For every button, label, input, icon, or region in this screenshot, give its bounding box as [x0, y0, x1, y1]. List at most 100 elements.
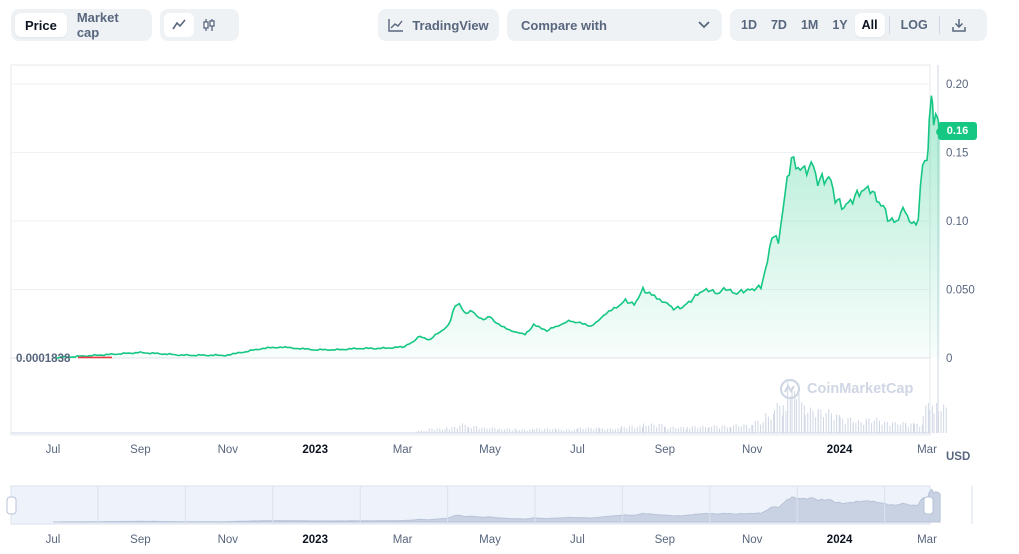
volume-bar	[554, 428, 556, 433]
volume-bar	[868, 418, 870, 433]
volume-bar	[494, 428, 496, 433]
volume-bar	[707, 428, 709, 433]
volume-bar	[822, 417, 824, 433]
volume-bar	[899, 424, 901, 433]
volume-bar	[489, 428, 491, 433]
log-scale-button[interactable]: LOG	[900, 18, 928, 32]
volume-bar	[552, 429, 554, 433]
tab-market-cap[interactable]: Market cap	[76, 10, 119, 40]
volume-bar	[483, 427, 485, 433]
volume-bar	[514, 428, 516, 433]
volume-bar	[415, 431, 417, 433]
volume-bar	[486, 428, 488, 433]
volume-bar	[491, 427, 493, 433]
volume-bar	[892, 423, 894, 433]
volume-bar	[933, 413, 935, 433]
volume-bar	[620, 428, 622, 433]
tab-price[interactable]: Price	[15, 13, 67, 37]
volume-bar	[863, 424, 865, 433]
volume-bar	[760, 424, 762, 433]
volume-bar	[825, 413, 827, 433]
x-tick-label: Jul	[570, 444, 585, 456]
volume-bar	[521, 429, 523, 433]
volume-bar	[672, 426, 674, 433]
x-tick-label: Mar	[393, 444, 413, 456]
volume-bar	[905, 423, 907, 433]
volume-bar	[544, 428, 546, 433]
volume-bar	[889, 425, 891, 433]
navigator-tick-label: Sep	[130, 534, 150, 546]
volume-bar	[607, 428, 609, 433]
volume-bar	[873, 420, 875, 433]
navigator-tick-label: Nov	[742, 534, 763, 546]
y-tick-label: 0	[946, 353, 952, 365]
volume-bar	[791, 387, 793, 433]
volume-bar	[876, 417, 878, 433]
volume-bar	[541, 430, 543, 433]
volume-bar	[751, 425, 753, 433]
volume-bar	[533, 429, 535, 433]
volume-bar	[656, 427, 658, 433]
x-tick-label: 2024	[827, 444, 853, 456]
volume-bar	[628, 426, 630, 433]
volume-bar	[580, 427, 582, 433]
volume-bar	[546, 428, 548, 433]
volume-bar	[833, 420, 835, 433]
volume-bar	[418, 430, 420, 433]
x-tick-label: Sep	[655, 444, 675, 456]
volume-bar	[724, 425, 726, 433]
volume-bar	[686, 426, 688, 433]
range-7d[interactable]: 7D	[770, 18, 787, 32]
volume-bar	[626, 428, 628, 433]
volume-bar	[506, 428, 508, 433]
compare-label: Compare with	[521, 17, 607, 33]
volume-bar	[894, 421, 896, 433]
current-price-label: 0.16	[938, 122, 977, 140]
volume-bar	[670, 427, 672, 433]
volume-bar	[830, 417, 832, 433]
tradingview-button[interactable]: TradingView	[378, 9, 499, 41]
volume-bar	[852, 424, 854, 433]
volume-bar	[531, 429, 533, 433]
volume-bar	[732, 425, 734, 433]
range-1d[interactable]: 1D	[741, 18, 757, 32]
volume-bar	[587, 427, 589, 433]
navigator-tick-label: 2024	[827, 534, 853, 546]
navigator-right-handle[interactable]	[923, 496, 934, 515]
volume-bar	[798, 393, 800, 433]
volume-bar	[757, 420, 759, 433]
volume-bar	[459, 425, 461, 433]
range-all[interactable]: All	[854, 13, 885, 37]
navigator-tick-label: Mar	[393, 534, 413, 546]
volume-bar	[945, 407, 947, 433]
volume-bar	[746, 424, 748, 433]
volume-bar	[705, 427, 707, 433]
x-tick-label: Jul	[46, 444, 61, 456]
volume-bar	[820, 409, 822, 433]
volume-bar	[481, 428, 483, 433]
volume-bar	[762, 422, 764, 433]
download-button[interactable]	[944, 13, 974, 37]
volume-bar	[524, 429, 526, 433]
volume-bar	[604, 430, 606, 433]
navigator-tick-label: Sep	[655, 534, 675, 546]
navigator-left-handle[interactable]	[6, 496, 17, 515]
volume-bar	[434, 430, 436, 433]
chart-type-toggle	[160, 9, 239, 41]
volume-bar	[431, 428, 433, 433]
volume-bar	[680, 426, 682, 433]
range-1y[interactable]: 1Y	[832, 18, 848, 32]
volume-bar	[420, 430, 422, 433]
volume-bar	[773, 413, 775, 433]
download-icon	[951, 19, 966, 32]
volume-bar	[441, 429, 443, 433]
line-chart-button[interactable]	[164, 13, 194, 37]
volume-bar	[675, 428, 677, 433]
candlestick-button[interactable]	[194, 13, 224, 37]
volume-bar	[943, 404, 945, 433]
volume-bar	[631, 426, 633, 433]
range-1m[interactable]: 1M	[800, 18, 819, 32]
compare-with-select[interactable]: Compare with	[507, 9, 722, 41]
volume-bar	[650, 423, 652, 433]
